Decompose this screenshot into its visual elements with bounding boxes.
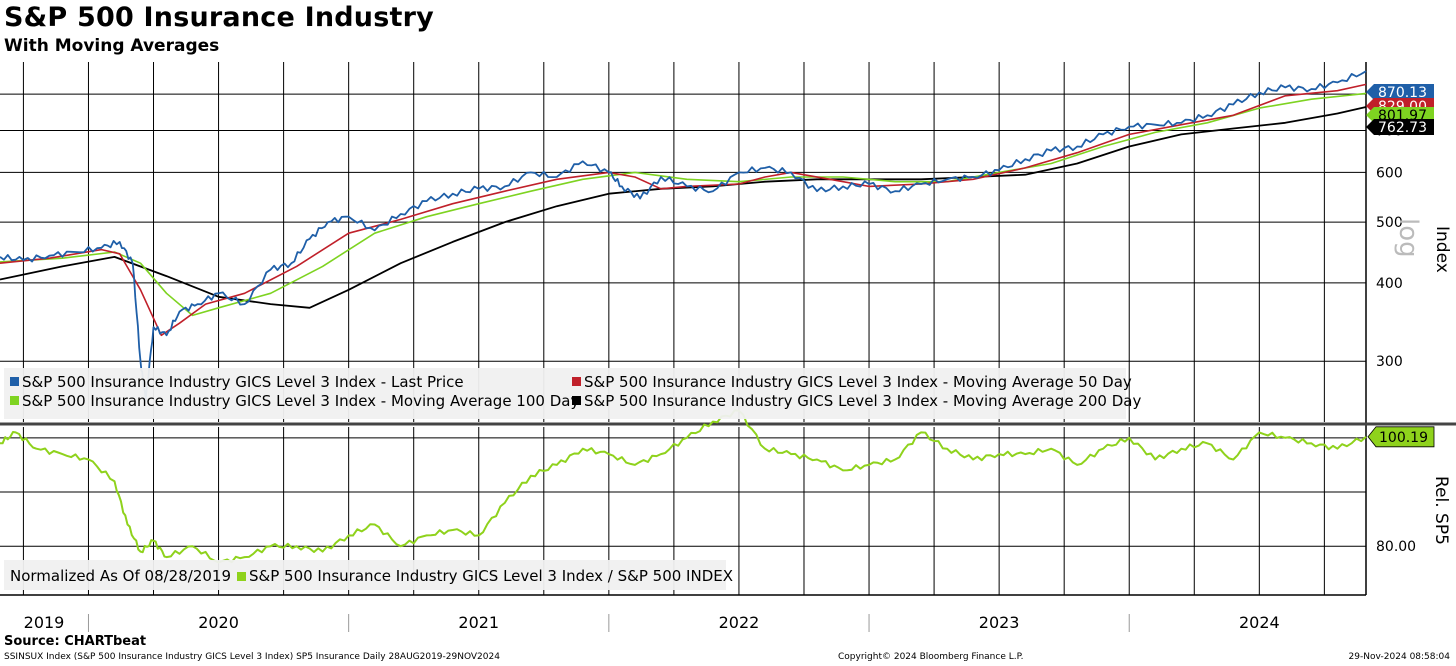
legend-box bbox=[4, 560, 726, 590]
legend-swatch bbox=[10, 396, 19, 405]
last-value-tag bbox=[1366, 119, 1434, 135]
legend-swatch bbox=[10, 377, 19, 386]
y-tick-label: 80.00 bbox=[1376, 539, 1416, 555]
y-tick-label: 300 bbox=[1376, 354, 1403, 370]
legend-swatch bbox=[237, 572, 246, 581]
chart-subtitle: With Moving Averages bbox=[4, 36, 220, 56]
series-line-ma200 bbox=[0, 106, 1367, 309]
source-note: Source: CHARTbeat bbox=[4, 634, 147, 649]
x-tick-label: 2023 bbox=[979, 613, 1020, 632]
last-value-tag bbox=[1367, 426, 1435, 448]
series-line-price bbox=[0, 70, 1367, 402]
legend-label: S&P 500 Insurance Industry GICS Level 3 … bbox=[22, 392, 579, 410]
x-tick-label: 2020 bbox=[198, 613, 239, 632]
footer-copyright: Copyright© 2024 Bloomberg Finance L.P. bbox=[838, 652, 1024, 662]
last-value-label: 762.73 bbox=[1378, 120, 1427, 136]
chart-title: S&P 500 Insurance Industry bbox=[4, 2, 434, 33]
x-tick-label: 2022 bbox=[719, 613, 760, 632]
y-axis-title: Rel. SP5 bbox=[1431, 476, 1451, 545]
legend-label: S&P 500 Insurance Industry GICS Level 3 … bbox=[22, 373, 464, 391]
y-axis-title: Index bbox=[1432, 226, 1452, 273]
series-line-ma50 bbox=[0, 83, 1367, 337]
y-tick-label: 600 bbox=[1376, 165, 1403, 181]
legend-swatch bbox=[572, 377, 581, 386]
last-value-tag bbox=[1366, 84, 1434, 100]
footer-timestamp: 29-Nov-2024 08:58:04 bbox=[1348, 652, 1450, 662]
legend-label: Normalized As Of 08/28/2019 bbox=[10, 567, 231, 585]
last-value-label: 100.19 bbox=[1379, 430, 1428, 446]
legend-label: S&P 500 Insurance Industry GICS Level 3 … bbox=[249, 567, 733, 585]
legend-label: S&P 500 Insurance Industry GICS Level 3 … bbox=[584, 392, 1141, 410]
y-tick-label: 400 bbox=[1376, 276, 1403, 292]
x-tick-label: 2021 bbox=[458, 613, 499, 632]
legend-label: S&P 500 Insurance Industry GICS Level 3 … bbox=[584, 373, 1132, 391]
x-tick-label: 2024 bbox=[1239, 613, 1280, 632]
legend-box bbox=[4, 368, 1126, 419]
scale-note: log bbox=[1393, 218, 1423, 258]
series-line-relative bbox=[0, 409, 1367, 564]
y-tick-label: 500 bbox=[1376, 215, 1403, 231]
x-tick-label: 2019 bbox=[24, 613, 65, 632]
legend-swatch bbox=[572, 396, 581, 405]
footer-description: SSINSUX Index (S&P 500 Insurance Industr… bbox=[4, 652, 500, 662]
last-value-label: 870.13 bbox=[1378, 85, 1427, 101]
series-line-ma100 bbox=[0, 92, 1367, 317]
